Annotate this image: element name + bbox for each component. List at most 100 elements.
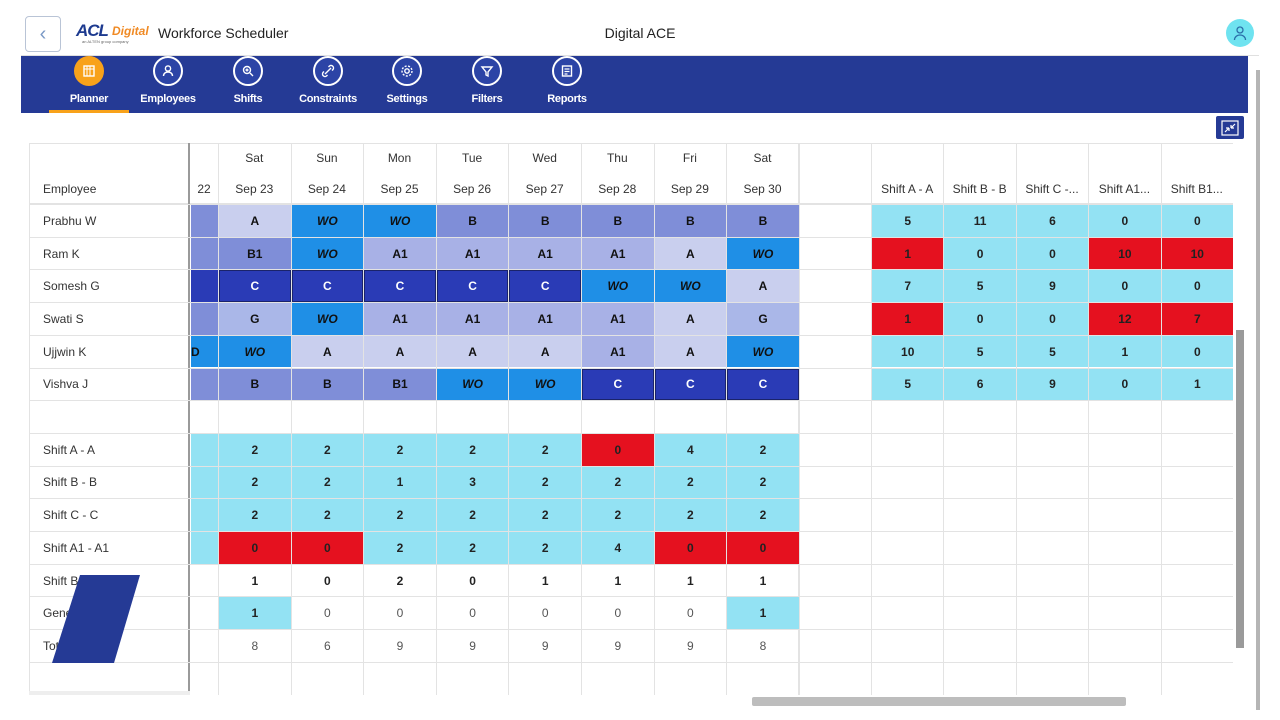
shift-cell[interactable]: A xyxy=(654,335,727,368)
shift-cell[interactable]: B xyxy=(219,368,291,401)
shift-cell[interactable]: B xyxy=(509,205,581,237)
employee-icon xyxy=(153,56,183,86)
employee-column xyxy=(29,143,190,695)
shift-cell[interactable]: A1 xyxy=(364,303,436,335)
shift-cell[interactable]: WO xyxy=(291,205,364,237)
horizontal-scrollbar[interactable] xyxy=(752,697,1126,706)
shift-cell[interactable]: C xyxy=(219,270,291,303)
grid-hline xyxy=(29,334,1233,336)
date-header[interactable]: Sep 28 xyxy=(598,181,637,196)
shift-cell[interactable]: C xyxy=(509,270,581,303)
nav-constraints[interactable]: Constraints xyxy=(288,56,368,113)
shift-cell[interactable]: A1 xyxy=(436,237,509,270)
employee-name[interactable]: Swati S xyxy=(43,311,84,326)
schedule-grid: Employee 22 Sat Sep 23 Sun Sep 24 Mon Sep 25 Tue… xyxy=(29,143,1233,695)
shift-cell[interactable]: WO xyxy=(291,303,364,335)
shift-cell[interactable]: A1 xyxy=(364,237,436,270)
shift-cell[interactable]: B1 xyxy=(219,237,291,270)
shift-cell[interactable]: C xyxy=(654,368,727,401)
date-header[interactable]: Sep 30 xyxy=(743,181,782,196)
shift-cell[interactable]: G xyxy=(219,303,291,335)
shift-cell[interactable]: B xyxy=(436,205,509,237)
shift-cell[interactable]: A1 xyxy=(582,303,654,335)
shift-cell[interactable]: A1 xyxy=(509,237,581,270)
shift-cell[interactable]: C xyxy=(436,270,509,303)
vertical-scrollbar[interactable] xyxy=(1236,330,1244,648)
shift-cell[interactable]: B xyxy=(727,205,799,237)
shift-cell[interactable]: WO xyxy=(509,368,581,401)
shift-cell[interactable]: WO xyxy=(582,270,654,303)
back-button[interactable]: ‹ xyxy=(25,16,61,52)
shift-cell[interactable]: A xyxy=(654,237,727,270)
stat-column-header[interactable]: Shift B - B xyxy=(952,181,1007,196)
shift-cell[interactable]: B xyxy=(291,368,364,401)
stat-cell: 9 xyxy=(1016,368,1089,401)
employee-name[interactable]: Prabhu W xyxy=(43,213,97,228)
shift-cell[interactable]: A xyxy=(364,335,436,368)
nav-shifts[interactable]: Shifts xyxy=(208,56,288,113)
stat-cell: 1 xyxy=(872,303,944,335)
partial-shift-cell[interactable] xyxy=(191,368,218,401)
employee-name[interactable]: Vishva J xyxy=(43,377,89,392)
nav-filters[interactable]: Filters xyxy=(447,56,527,113)
main-nav: Planner Employees Shifts Constraints Setting… xyxy=(21,56,1248,113)
stat-column-header[interactable]: Shift A1... xyxy=(1098,181,1151,196)
date-header[interactable]: Sep 25 xyxy=(380,181,419,196)
shift-cell[interactable]: B1 xyxy=(364,368,436,401)
shift-cell[interactable]: WO xyxy=(727,237,799,270)
page-scrollbar[interactable] xyxy=(1256,70,1260,710)
stat-cell: 12 xyxy=(1089,303,1161,335)
shift-cell[interactable]: A xyxy=(219,205,291,237)
stat-column-header[interactable]: Shift A - A xyxy=(881,181,934,196)
shift-cell[interactable]: WO xyxy=(219,335,291,368)
shift-cell[interactable]: A1 xyxy=(582,237,654,270)
nav-planner[interactable]: Planner xyxy=(49,56,129,113)
date-header[interactable]: Sep 26 xyxy=(453,181,492,196)
shift-cell[interactable]: C xyxy=(291,270,364,303)
partial-shift-cell[interactable] xyxy=(191,303,218,335)
partial-shift-cell[interactable]: D xyxy=(191,335,218,368)
nav-settings[interactable]: Settings xyxy=(367,56,447,113)
shift-cell[interactable]: WO xyxy=(436,368,509,401)
employee-name[interactable]: Ujjwin K xyxy=(43,344,87,359)
shift-cell[interactable]: WO xyxy=(654,270,727,303)
nav-employees[interactable]: Employees xyxy=(128,56,208,113)
shift-cell[interactable]: C xyxy=(364,270,436,303)
date-header[interactable]: Sep 24 xyxy=(307,181,346,196)
shift-cell[interactable]: A1 xyxy=(582,335,654,368)
date-header[interactable]: Sep 29 xyxy=(670,181,709,196)
stat-column-header[interactable]: Shift C -... xyxy=(1025,181,1079,196)
stat-cell: 5 xyxy=(872,368,944,401)
user-icon xyxy=(1233,26,1247,41)
shift-cell[interactable]: WO xyxy=(727,335,799,368)
date-header[interactable]: Sep 23 xyxy=(235,181,274,196)
shift-cell[interactable]: C xyxy=(727,368,799,401)
shift-cell[interactable]: A1 xyxy=(436,303,509,335)
shift-cell[interactable]: A1 xyxy=(509,303,581,335)
summary-cell: 2 xyxy=(364,532,436,564)
partial-shift-cell[interactable] xyxy=(191,270,218,303)
user-avatar[interactable] xyxy=(1226,19,1254,47)
shift-cell[interactable]: A xyxy=(509,335,581,368)
shift-cell[interactable]: A xyxy=(436,335,509,368)
shift-cell[interactable]: A xyxy=(727,270,799,303)
shift-cell[interactable]: A xyxy=(291,335,364,368)
shift-cell[interactable]: WO xyxy=(364,205,436,237)
date-header[interactable]: Sep 27 xyxy=(525,181,564,196)
employee-name[interactable]: Ram K xyxy=(43,246,80,261)
logo-sub: an ALTEN group company xyxy=(82,39,129,44)
stat-column-header[interactable]: Shift B1... xyxy=(1170,181,1223,196)
summary-cell: 0 xyxy=(469,606,476,621)
nav-reports[interactable]: Reports xyxy=(527,56,607,113)
collapse-view-button[interactable] xyxy=(1216,116,1244,139)
employee-name[interactable]: Somesh G xyxy=(43,279,100,294)
shift-cell[interactable]: WO xyxy=(291,237,364,270)
partial-shift-cell[interactable] xyxy=(191,237,218,270)
shift-cell[interactable]: A xyxy=(654,303,727,335)
shift-cell[interactable]: C xyxy=(582,368,654,401)
grid-vline xyxy=(581,143,582,695)
shift-cell[interactable]: B xyxy=(654,205,727,237)
shift-cell[interactable]: G xyxy=(727,303,799,335)
partial-shift-cell[interactable] xyxy=(191,205,218,237)
shift-cell[interactable]: B xyxy=(582,205,654,237)
